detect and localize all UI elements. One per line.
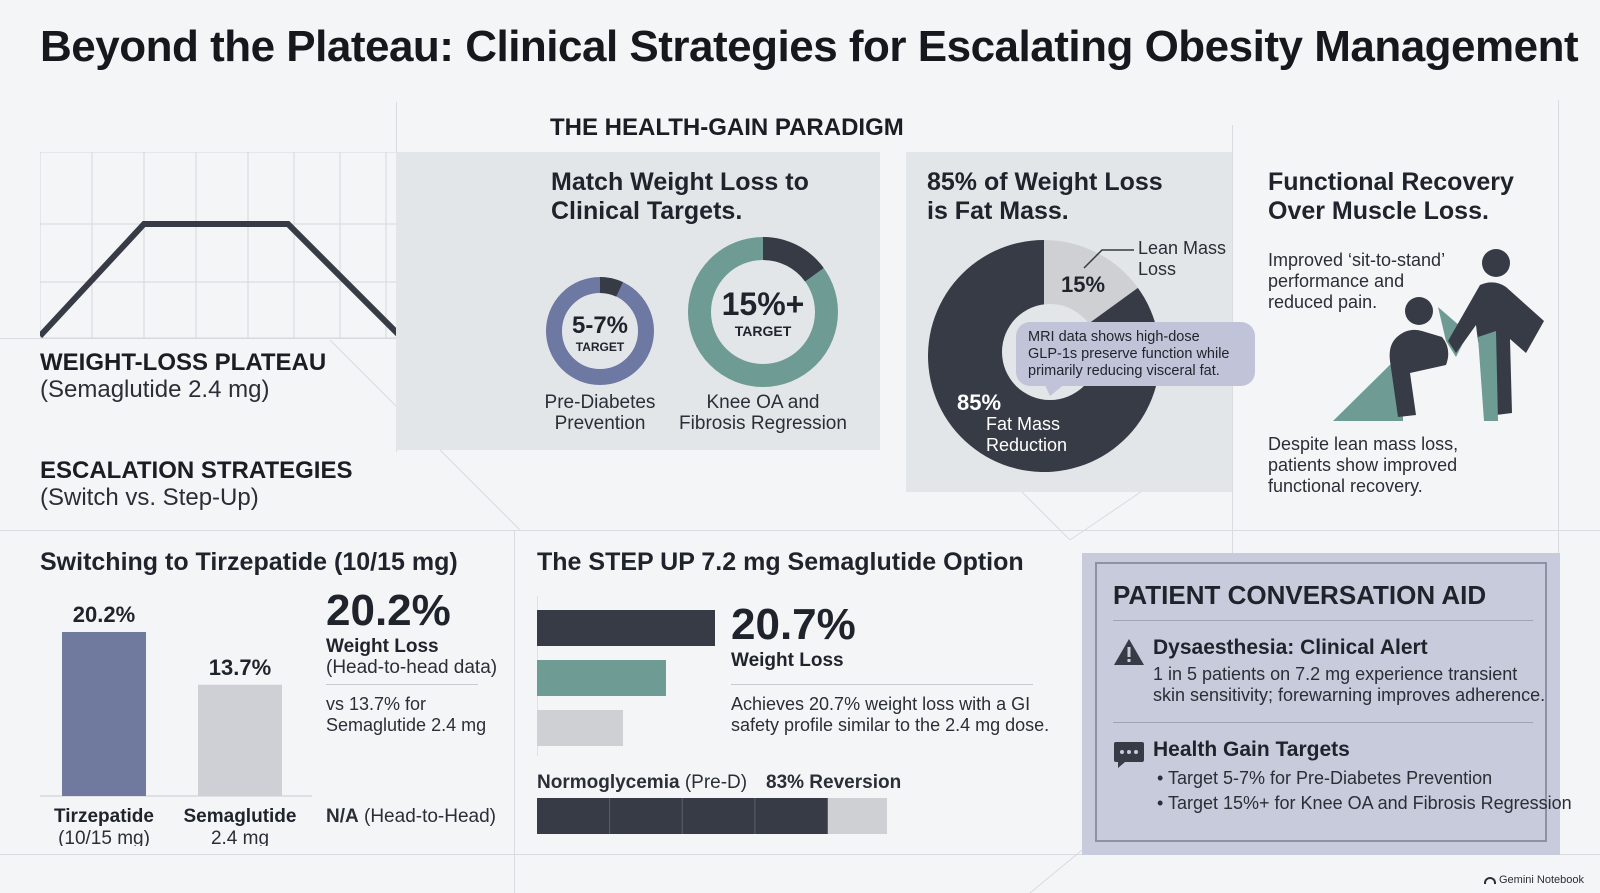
ring2-value: 15%+ [721,286,805,322]
logo-icon [1484,876,1496,884]
fat-value: 85% [957,390,1002,415]
stepup-big-value: 20.7% [731,600,856,649]
mri-callout-text: MRI data shows high-dose GLP-1s preserve… [1028,329,1230,379]
gridline [514,530,515,893]
ring-highlight [688,237,838,387]
x-tick-label: Semaglutide [184,806,297,827]
escalation-heading: ESCALATION STRATEGIES [40,457,353,484]
callout-tail [1044,383,1066,396]
normoglycemia-bar [537,798,887,834]
reversion-label: 83% Reversion [766,772,902,793]
fat-title: 85% of Weight Loss is Fat Mass. [927,168,1163,225]
stepup-desc: Achieves 20.7% weight loss with a GI saf… [731,694,1050,735]
bar-data-label: 13.7% [209,655,271,680]
hbar [537,610,715,646]
sit-to-stand-icon [1333,249,1544,421]
alert-title: Dysaesthesia: Clinical Alert [1153,636,1428,659]
functional-desc: Improved ‘sit-to-stand’ performance and … [1268,250,1446,312]
stepup-big-label: Weight Loss [731,650,844,671]
divider [1113,620,1533,621]
plateau-subheading: (Semaglutide 2.4 mg) [40,376,270,403]
target-ring-knee-oa [688,237,838,387]
target-item: • Target 15%+ for Knee OA and Fibrosis R… [1157,793,1572,813]
hbar [537,710,623,746]
switching-bar-chart: 20.2% Tirzepatide(10/15 mg) 13.7% Semagluti… [40,602,312,846]
bar-data-label: 20.2% [73,602,135,627]
stacked-segment [827,798,887,834]
switching-big-sub: (Head-to-head data) [326,657,498,678]
ring1-caption: Pre-Diabetes Prevention [544,392,656,434]
warning-icon [1114,639,1144,665]
x-tick-label: (10/15 mg) [58,828,150,846]
functional-foot: Despite lean mass loss, patients show im… [1268,434,1459,496]
ring-highlight [546,277,654,385]
switching-na: N/A (Head-to-Head) [326,806,497,827]
lean-label: Lean Mass Loss [1138,238,1227,279]
bar [62,632,146,796]
plateau-heading: WEIGHT-LOSS PLATEAU [40,349,327,376]
functional-title: Functional Recovery Over Muscle Loss. [1268,168,1514,225]
switching-compare: vs 13.7% for Semaglutide 2.4 mg [326,694,487,735]
plateau-graph [40,152,490,339]
chat-bubble-icon [1114,742,1144,768]
escalation-subheading: (Switch vs. Step-Up) [40,484,259,511]
divider [326,684,478,685]
hbar [537,660,666,696]
gridline [0,530,1600,531]
switching-big-label: Weight Loss [326,636,439,657]
x-tick-label: 2.4 mg [211,828,269,846]
mri-callout [1016,322,1255,386]
targets-title: Health Gain Targets [1153,738,1350,761]
paradigm-heading: THE HEALTH-GAIN PARADIGM [550,114,904,141]
stepup-heading: The STEP UP 7.2 mg Semaglutide Option [537,548,1024,576]
target-ring-pre-diabetes [546,277,654,385]
watermark: Gemini Notebook [1484,874,1584,886]
conversation-aid-panel [1082,553,1560,855]
ring2-tag: TARGET [734,323,792,339]
divider [1113,722,1533,723]
fat-label: Fat Mass Reduction [986,414,1068,455]
normo-label: Normoglycemia (Pre-D) [537,772,748,793]
bar [198,684,282,796]
alert-text: 1 in 5 patients on 7.2 mg experience tra… [1153,664,1546,705]
aid-heading: PATIENT CONVERSATION AID [1113,580,1487,610]
stepup-bar-chart [537,596,715,756]
ring1-tag: TARGET [575,340,625,354]
conversation-aid-border [1095,562,1547,842]
page-title: Beyond the Plateau: Clinical Strategies … [40,22,1579,71]
ring2-caption: Knee OA and Fibrosis Regression [679,392,847,434]
gridline [0,854,1600,855]
lean-value: 15% [1061,272,1106,297]
match-title: Match Weight Loss to Clinical Targets. [551,168,809,225]
ring1-value: 5-7% [571,312,629,339]
targets-list: • Target 5-7% for Pre-Diabetes Preventio… [1157,766,1572,816]
switching-heading: Switching to Tirzepatide (10/15 mg) [40,548,458,576]
divider [731,684,1033,685]
gridline [1558,100,1559,560]
target-item: • Target 5-7% for Pre-Diabetes Preventio… [1157,768,1493,788]
lean-leader-line [1083,249,1134,269]
switching-big-value: 20.2% [326,586,451,635]
plateau-line [40,221,403,339]
x-tick-label: Tirzepatide [54,806,154,827]
